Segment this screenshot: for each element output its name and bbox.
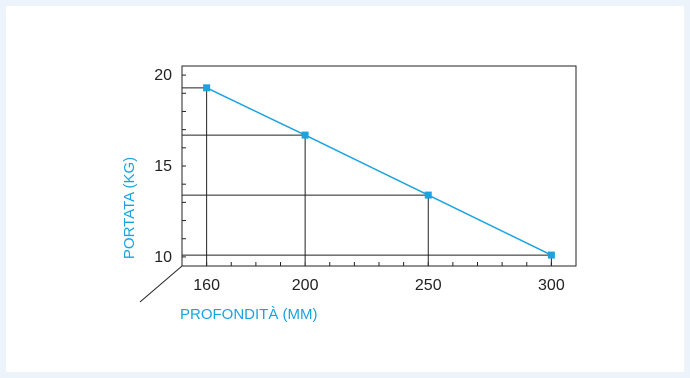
chart-svg: 160 200 250 300 10 15 20 PROFONDITÀ (MM) PORTA… xyxy=(121,65,577,323)
y-tick-label: 10 xyxy=(154,249,172,266)
data-point xyxy=(547,251,555,259)
drop-lines xyxy=(182,87,552,266)
x-tick-label: 160 xyxy=(193,277,220,294)
data-point xyxy=(203,84,211,92)
x-tick-label: 250 xyxy=(415,277,442,294)
y-tick-label: 20 xyxy=(154,67,172,84)
chart-panel: 160 200 250 300 10 15 20 PROFONDITÀ (MM) PORTA… xyxy=(6,6,684,372)
series-line xyxy=(206,87,552,256)
depth-leader-line xyxy=(139,265,183,303)
data-point xyxy=(424,191,432,199)
y-axis-title: PORTATA (KG) xyxy=(121,157,138,259)
tick-labels: 160 200 250 300 10 15 20 xyxy=(154,67,565,294)
x-axis-title: PROFONDITÀ (MM) xyxy=(180,306,317,323)
plot-frame xyxy=(181,65,577,267)
series-layer xyxy=(203,84,555,259)
y-tick-label: 15 xyxy=(154,158,172,175)
data-point xyxy=(301,131,309,139)
x-tick-label: 200 xyxy=(292,277,319,294)
x-tick-label: 300 xyxy=(538,277,565,294)
